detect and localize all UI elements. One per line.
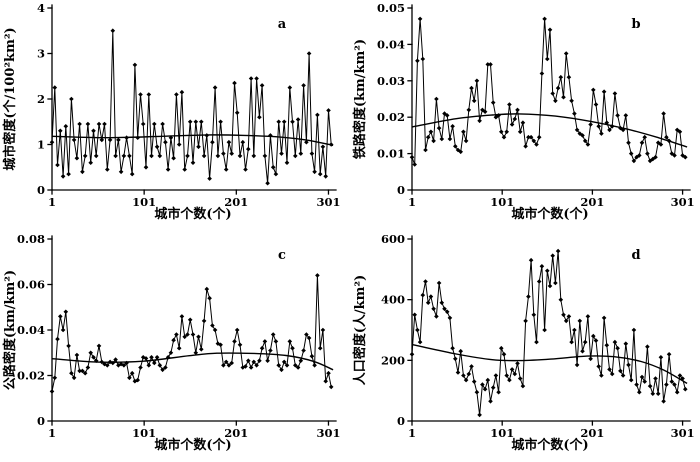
c-y-tick-label: 0: [37, 414, 45, 428]
d-x-axis-title: 城市个数(个): [511, 437, 588, 453]
c-trend-line: [51, 352, 334, 371]
a-data-line: [51, 30, 332, 184]
d-y-axis-title: 人口密度(人/km²): [352, 275, 368, 386]
c-y-tick-label: 0.08: [17, 232, 45, 246]
b-trend-line: [411, 113, 688, 148]
b-axes: [411, 4, 691, 191]
a-y-tick-label: 0: [37, 183, 45, 197]
a-x-axis-title: 城市个数(个): [154, 206, 231, 222]
d-data-line: [411, 250, 686, 416]
b-y-tick-label: 0.04: [377, 37, 405, 51]
c-y-axis-title: 公路密度(km/km²): [2, 270, 18, 390]
panel-d-chart: 0 200 400 600 1 101 201 301 城市个数(个) 人口密度(人/km²) d: [352, 232, 695, 453]
panel-b-chart: 0 0.01 0.02 0.03 0.04 0.05 1 101 201 301 城市个数(个) 铁路…: [352, 1, 695, 222]
d-y-tick-label: 0: [397, 414, 405, 428]
c-data-line: [51, 274, 332, 392]
a-x-tick-label: 101: [132, 195, 156, 209]
a-x-tick-label: 201: [224, 195, 248, 209]
a-y-tick-label: 3: [37, 47, 45, 61]
d-x-tick-label: 101: [490, 426, 514, 440]
b-y-tick-label: 0.02: [377, 110, 405, 124]
b-x-tick-label: 101: [490, 195, 514, 209]
d-y-tick-label: 400: [381, 293, 405, 307]
a-panel-letter: a: [278, 17, 287, 32]
d-y-tick-label: 600: [381, 232, 405, 246]
d-panel-letter: d: [631, 248, 640, 263]
a-y-tick-label: 4: [37, 1, 45, 15]
b-x-tick-label: 301: [671, 195, 695, 209]
panel-d: 0 200 400 600 1 101 201 301 城市个数(个) 人口密度(人/km²) d: [350, 231, 700, 462]
panel-c-chart: 0 0.02 0.04 0.06 0.08 1 101 201 301 城市个数(个) 公路密度(k…: [2, 232, 340, 453]
b-x-tick-label: 1: [408, 195, 416, 209]
c-x-tick-label: 1: [48, 426, 56, 440]
a-x-tick-label: 301: [316, 195, 340, 209]
a-y-tick-label: 2: [37, 92, 45, 106]
d-x-tick-label: 1: [408, 426, 416, 440]
c-panel-letter: c: [278, 248, 286, 263]
panel-c: 0 0.02 0.04 0.06 0.08 1 101 201 301 城市个数(个) 公路密度(k…: [0, 231, 350, 462]
b-y-tick-label: 0.03: [377, 74, 405, 88]
d-x-tick-label: 301: [671, 426, 695, 440]
panel-b: 0 0.01 0.02 0.03 0.04 0.05 1 101 201 301 城市个数(个) 铁路…: [350, 0, 700, 231]
panel-a: 0 1 2 3 4 1 101 201 301 城市个数(个) 城市密度(个/100²km²) a: [0, 0, 350, 231]
c-y-tick-label: 0.02: [17, 369, 45, 383]
b-data-line: [411, 18, 686, 165]
b-x-tick-label: 201: [580, 195, 604, 209]
d-axes: [411, 235, 691, 422]
b-y-tick-label: 0.01: [377, 147, 405, 161]
c-x-tick-label: 201: [224, 426, 248, 440]
a-y-tick-label: 1: [37, 138, 45, 152]
a-y-axis-title: 城市密度(个/100²km²): [2, 27, 18, 170]
b-panel-letter: b: [631, 17, 640, 32]
b-x-axis-title: 城市个数(个): [511, 206, 588, 222]
b-y-tick-label: 0.05: [377, 1, 405, 15]
a-trend-line: [51, 134, 334, 147]
b-y-axis-title: 铁路密度(km/km²): [352, 39, 368, 160]
b-y-tick-label: 0: [397, 183, 405, 197]
d-y-tick-label: 200: [381, 353, 405, 367]
d-x-tick-label: 201: [580, 426, 604, 440]
c-y-tick-label: 0.06: [17, 278, 45, 292]
c-x-tick-label: 301: [316, 426, 340, 440]
c-x-axis-title: 城市个数(个): [154, 437, 231, 453]
c-axes: [51, 235, 337, 422]
c-y-tick-label: 0.04: [17, 323, 45, 337]
a-x-tick-label: 1: [48, 195, 56, 209]
c-x-tick-label: 101: [132, 426, 156, 440]
d-trend-line: [411, 343, 688, 385]
c-data-markers: [49, 273, 334, 394]
